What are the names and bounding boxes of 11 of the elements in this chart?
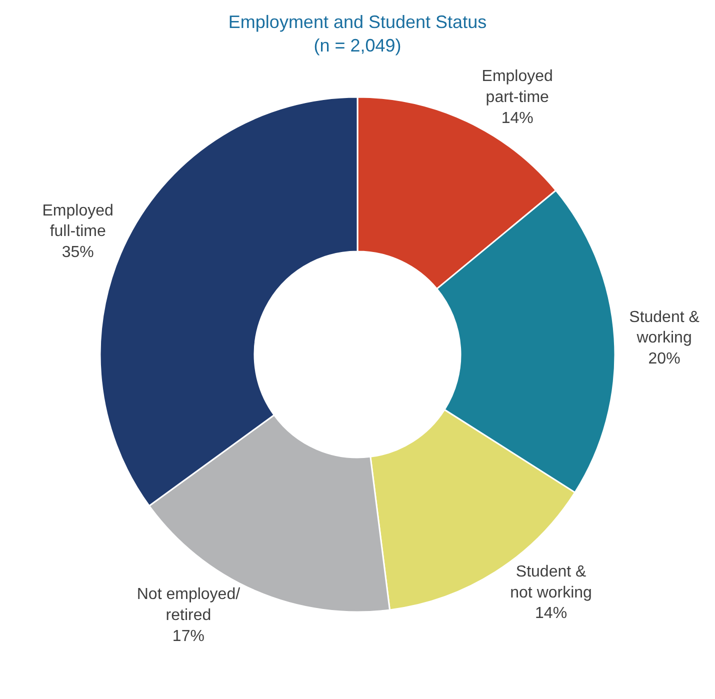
chart-title: Employment and Student Status (n = 2,049) [228, 12, 487, 56]
slice-label: Employed full-time [42, 202, 114, 240]
data-label: 14% [535, 605, 568, 622]
data-label: 35% [62, 244, 94, 261]
slice-label: Not employed/ retired [136, 586, 241, 624]
slice-label: Student & working [629, 308, 700, 347]
data-label: 14% [501, 110, 534, 127]
data-label: 17% [172, 628, 204, 645]
slice-label: Student & not working [510, 564, 592, 602]
slice-label: Employed part-time [482, 68, 553, 106]
data-label: 20% [648, 350, 680, 368]
